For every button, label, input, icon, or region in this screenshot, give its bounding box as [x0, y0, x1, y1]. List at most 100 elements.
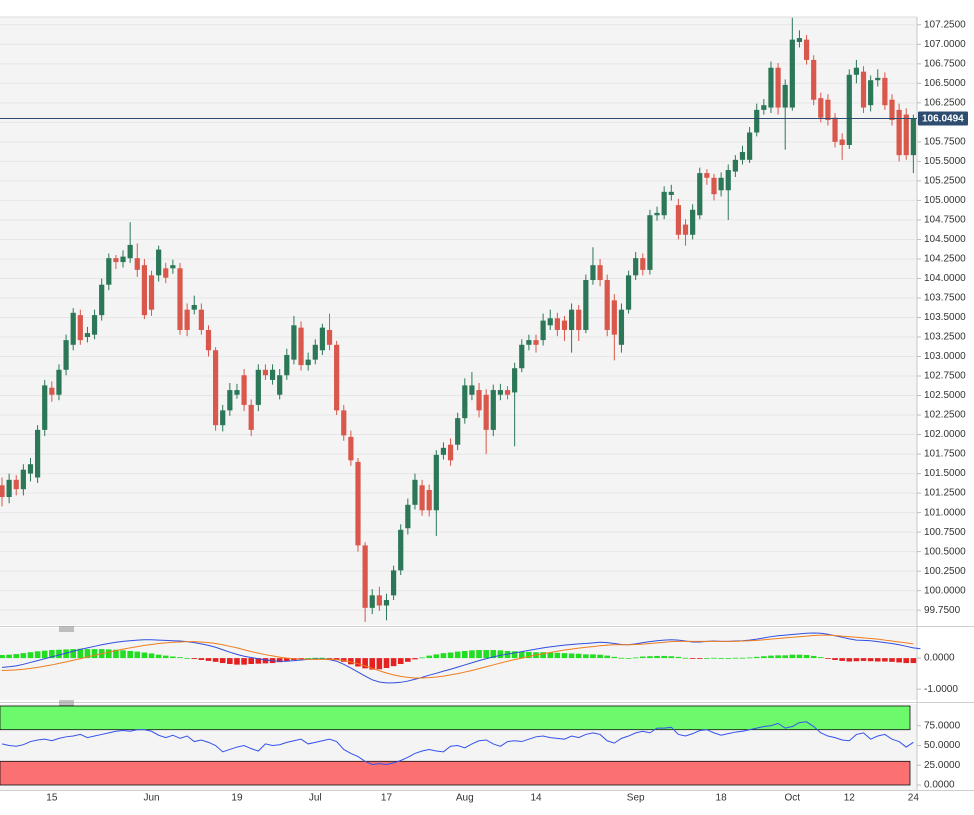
histogram-bar — [148, 653, 155, 659]
candle-body — [326, 329, 333, 345]
candle-body — [49, 387, 55, 395]
y-tick-label: 103.7500 — [924, 293, 966, 304]
histogram-bar — [340, 658, 347, 662]
candle-body — [0, 485, 5, 497]
candle-body — [718, 177, 724, 191]
histogram-bar — [333, 658, 340, 660]
histogram-bar — [618, 657, 625, 659]
histogram-bar — [6, 654, 12, 659]
y-tick-label: 102.0000 — [924, 429, 966, 440]
histogram-bar — [604, 655, 610, 659]
y-tick-label: 102.7500 — [924, 371, 966, 382]
histogram-bar — [839, 658, 845, 661]
y-tick-label: 105.5000 — [924, 156, 966, 167]
histogram-bar — [704, 658, 710, 659]
candle-body — [625, 275, 632, 310]
histogram-bar — [526, 651, 532, 659]
candle-body — [497, 390, 503, 395]
candle-body — [20, 469, 26, 490]
histogram-bar — [198, 658, 205, 660]
y-tick-label: 104.2500 — [924, 254, 966, 265]
candle-body — [113, 258, 119, 263]
y-tick-label: 104.0000 — [924, 273, 966, 284]
histogram-bar — [184, 658, 190, 659]
candle-body — [341, 410, 347, 436]
histogram-bar — [262, 658, 269, 664]
candle-body — [312, 344, 318, 360]
histogram-bar — [355, 658, 361, 667]
histogram-bar — [661, 655, 667, 659]
histogram-bar — [540, 652, 546, 659]
candle-body — [99, 284, 105, 316]
histogram-bar — [170, 656, 176, 659]
histogram-bar — [590, 654, 596, 659]
candle-body — [426, 489, 432, 511]
histogram-bar — [84, 649, 91, 659]
histogram-bar — [91, 649, 98, 659]
histogram-bar — [896, 658, 902, 663]
histogram-bar — [903, 658, 910, 664]
x-tick-label: 15 — [46, 793, 58, 804]
histogram-bar — [284, 658, 290, 662]
histogram-bar — [0, 655, 5, 659]
histogram-bar — [889, 658, 895, 662]
candle-body — [391, 570, 397, 596]
histogram-bar — [390, 658, 397, 667]
candle-body — [853, 67, 859, 75]
x-tick-label: Jul — [309, 793, 322, 804]
x-tick-label: Oct — [785, 793, 801, 804]
y-tick-label: 105.7500 — [924, 137, 966, 148]
candle-body — [519, 344, 525, 369]
candle-body — [569, 309, 575, 330]
histogram-bar — [41, 650, 48, 659]
candle-body — [504, 390, 511, 395]
candle-body — [205, 329, 212, 351]
candle-body — [839, 139, 845, 145]
histogram-bar — [305, 658, 311, 659]
histogram-bar — [419, 657, 425, 659]
candle-body — [248, 404, 254, 430]
histogram-bar — [376, 658, 383, 670]
candle-body — [469, 385, 475, 395]
candle-body — [398, 529, 404, 571]
histogram-bar — [867, 658, 874, 662]
candle-body — [284, 354, 290, 376]
y-tick-label: 99.7500 — [924, 605, 961, 616]
x-tick-label: 19 — [231, 793, 243, 804]
y-tick-label: 101.5000 — [924, 468, 966, 479]
histogram-bar — [312, 657, 319, 659]
candle-body — [611, 300, 617, 335]
histogram-bar — [853, 658, 860, 662]
histogram-bar — [326, 658, 333, 659]
panel-handle[interactable] — [59, 700, 74, 706]
histogram-bar — [675, 656, 682, 659]
y-tick-label: 103.2500 — [924, 332, 966, 343]
histogram-bar — [191, 658, 198, 660]
histogram-bar — [882, 658, 888, 662]
candle-body — [604, 280, 610, 330]
histogram-bar — [440, 653, 447, 659]
y-tick-label: 107.0000 — [924, 39, 966, 50]
y-tick-label: 103.0000 — [924, 351, 966, 362]
histogram-bar — [874, 658, 881, 662]
y-tick-label: 103.5000 — [924, 312, 966, 323]
histogram-bar — [625, 658, 632, 659]
candle-body — [70, 312, 76, 345]
candle-body — [825, 99, 831, 121]
y-tick-label: 25.0000 — [924, 760, 961, 771]
candle-body — [597, 265, 603, 281]
candle-body — [277, 375, 283, 395]
candle-body — [483, 394, 489, 430]
histogram-bar — [647, 656, 653, 659]
candle-body — [291, 325, 297, 360]
candle-body — [383, 600, 390, 606]
candle-body — [447, 444, 454, 461]
candle-body — [754, 109, 760, 133]
candle-body — [796, 38, 803, 42]
histogram-bar — [276, 658, 283, 663]
histogram-bar — [739, 657, 746, 659]
candle-body — [355, 461, 361, 546]
price-panel — [0, 17, 917, 625]
panel-handle[interactable] — [59, 626, 74, 632]
candle-body — [768, 67, 774, 108]
